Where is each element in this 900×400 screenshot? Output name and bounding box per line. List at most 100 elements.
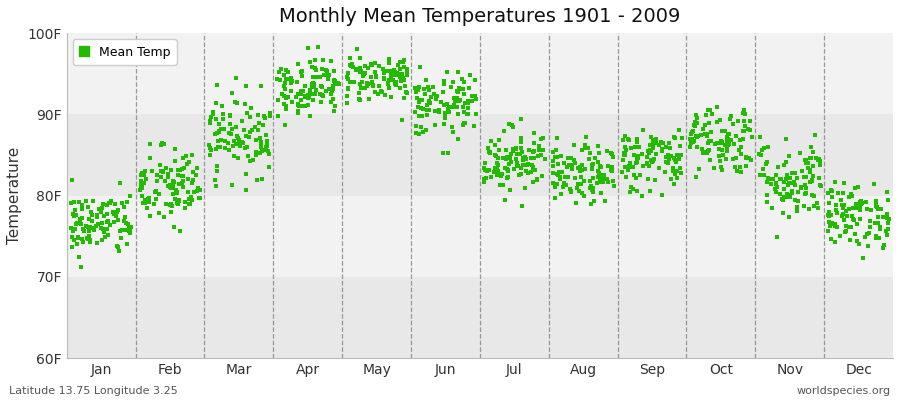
Point <box>687 138 701 144</box>
Point <box>446 129 460 135</box>
Point <box>356 70 371 77</box>
Point <box>248 136 263 143</box>
Point <box>715 128 729 134</box>
Point <box>73 216 87 222</box>
Point <box>870 206 885 212</box>
Point <box>768 186 782 192</box>
Point <box>84 209 98 215</box>
Point <box>263 110 277 116</box>
Point <box>659 144 673 150</box>
Point <box>860 243 875 250</box>
Point <box>78 223 93 230</box>
Point <box>760 192 775 198</box>
Point <box>839 208 853 214</box>
Point <box>707 141 722 147</box>
Point <box>320 76 335 82</box>
Point <box>423 100 437 106</box>
Point <box>82 227 96 234</box>
Point <box>369 73 383 80</box>
Point <box>782 179 796 186</box>
Point <box>852 205 867 212</box>
Point <box>760 175 775 181</box>
Point <box>327 78 341 84</box>
Point <box>509 146 524 152</box>
Point <box>134 184 148 190</box>
Point <box>809 155 824 161</box>
Point <box>232 143 247 149</box>
Point <box>626 164 641 170</box>
Point <box>770 234 785 240</box>
Point <box>107 211 122 217</box>
Point <box>655 139 670 146</box>
Point <box>573 180 588 187</box>
Point <box>514 165 528 172</box>
Point <box>696 150 710 156</box>
Point <box>173 167 187 173</box>
Point <box>808 132 823 138</box>
Point <box>416 106 430 113</box>
Point <box>829 207 843 213</box>
Point <box>295 72 310 79</box>
Point <box>805 178 819 184</box>
Point <box>259 142 274 149</box>
Point <box>799 185 814 191</box>
Point <box>170 200 184 206</box>
Point <box>460 110 474 117</box>
Point <box>442 109 456 115</box>
Point <box>493 172 508 178</box>
Point <box>520 162 535 168</box>
Point <box>529 176 544 182</box>
Point <box>511 163 526 169</box>
Point <box>367 88 382 95</box>
Point <box>806 172 820 179</box>
Point <box>441 150 455 156</box>
Point <box>107 210 122 216</box>
Point <box>396 58 410 65</box>
Point <box>387 68 401 75</box>
Point <box>167 196 182 202</box>
Point <box>881 226 896 233</box>
Point <box>833 197 848 203</box>
Point <box>593 163 608 169</box>
Point <box>138 200 152 206</box>
Point <box>777 186 791 192</box>
Point <box>391 71 405 77</box>
Point <box>801 206 815 212</box>
Point <box>437 114 452 120</box>
Point <box>500 165 515 172</box>
Point <box>208 131 222 137</box>
Point <box>806 148 820 155</box>
Point <box>531 153 545 160</box>
Point <box>617 151 632 158</box>
Point <box>253 135 267 142</box>
Point <box>520 161 535 167</box>
Point <box>327 96 341 102</box>
Point <box>291 102 305 108</box>
Point <box>67 198 81 205</box>
Point <box>374 88 388 94</box>
Point <box>273 77 287 83</box>
Point <box>194 194 208 201</box>
Point <box>722 131 736 137</box>
Point <box>421 98 436 104</box>
Point <box>353 68 367 75</box>
Point <box>242 134 256 140</box>
Point <box>72 199 86 205</box>
Point <box>140 196 155 203</box>
Point <box>80 235 94 242</box>
Point <box>843 236 858 243</box>
Point <box>701 147 716 154</box>
Point <box>149 178 164 184</box>
Point <box>644 159 659 165</box>
Point <box>799 160 814 166</box>
Point <box>175 166 189 172</box>
Point <box>686 139 700 146</box>
Point <box>759 161 773 167</box>
Point <box>331 81 346 87</box>
Point <box>271 113 285 120</box>
Point <box>133 179 148 186</box>
Point <box>534 152 548 158</box>
Point <box>720 143 734 149</box>
Point <box>667 134 681 140</box>
Point <box>783 194 797 200</box>
